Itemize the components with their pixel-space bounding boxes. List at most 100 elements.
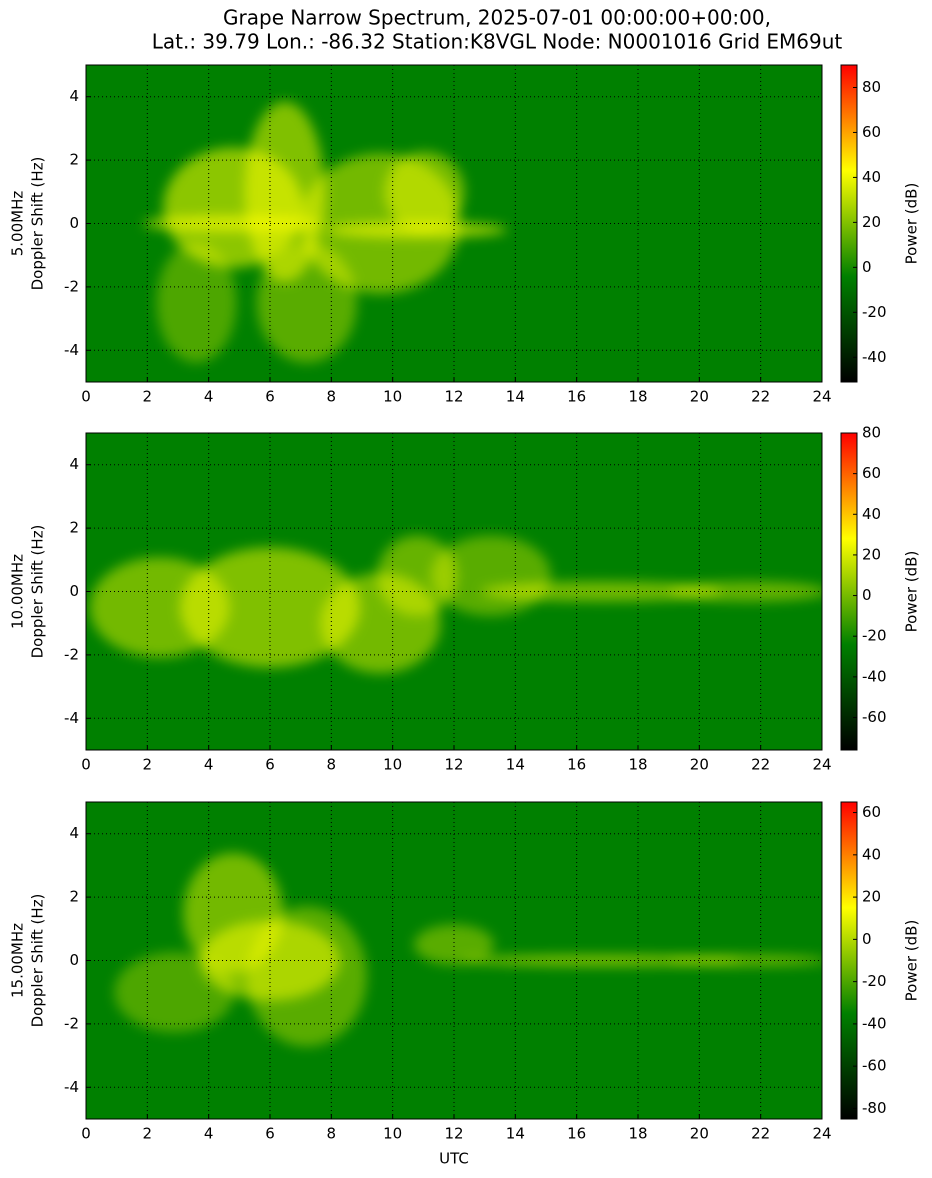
y-tick-label: 4 <box>69 455 79 473</box>
texture-blob <box>156 242 237 363</box>
colorbar-tick-label: -40 <box>862 1014 887 1032</box>
x-tick-label: 24 <box>812 388 831 406</box>
x-tick-label: 12 <box>444 756 463 774</box>
y-axis-label: Doppler Shift (Hz) <box>29 894 47 1028</box>
y-axis-label: 5.00MHz <box>9 191 27 257</box>
y-tick-label: 4 <box>69 824 79 842</box>
colorbar-tick-label: -20 <box>862 972 887 990</box>
y-tick-label: 2 <box>69 151 79 169</box>
x-tick-label: 14 <box>506 1125 525 1143</box>
y-tick-label: -2 <box>64 1014 79 1032</box>
x-tick-label: 2 <box>143 388 153 406</box>
x-tick-label: 18 <box>628 388 647 406</box>
x-tick-label: 4 <box>204 388 214 406</box>
x-tick-label: 22 <box>751 1125 770 1143</box>
colorbar-label: Power (dB) <box>903 551 921 633</box>
x-tick-label: 6 <box>265 756 275 774</box>
y-tick-label: -2 <box>64 645 79 663</box>
y-tick-label: -4 <box>64 341 79 359</box>
x-tick-label: 0 <box>81 1125 91 1143</box>
x-tick-label: 8 <box>327 388 337 406</box>
x-tick-label: 16 <box>567 388 586 406</box>
x-tick-label: 20 <box>690 756 709 774</box>
x-tick-label: 14 <box>506 388 525 406</box>
colorbar <box>840 432 858 751</box>
y-tick-label: -2 <box>64 277 79 295</box>
x-tick-label: 8 <box>327 1125 337 1143</box>
colorbar-tick-label: 0 <box>862 586 872 604</box>
texture-blob <box>384 151 465 232</box>
texture-blob <box>414 924 494 965</box>
colorbar-tick-label: -20 <box>862 303 887 321</box>
colorbar-tick-label: 0 <box>862 930 872 948</box>
texture <box>143 101 508 363</box>
x-tick-label: 20 <box>690 1125 709 1143</box>
x-tick-label: 22 <box>751 756 770 774</box>
y-tick-label: 2 <box>69 888 79 906</box>
colorbar-tick-label: -40 <box>862 667 887 685</box>
colorbar-tick-label: 60 <box>862 803 881 821</box>
colorbar-tick-label: 40 <box>862 845 881 863</box>
colorbar-label: Power (dB) <box>903 920 921 1002</box>
x-tick-label: 4 <box>204 1125 214 1143</box>
x-tick-label: 2 <box>143 756 153 774</box>
x-tick-label: 22 <box>751 388 770 406</box>
colorbar-tick-label: -60 <box>862 708 887 726</box>
y-axis-label: 10.00MHz <box>9 554 27 629</box>
x-tick-label: 24 <box>812 1125 831 1143</box>
colorbar <box>840 64 858 383</box>
y-tick-label: 4 <box>69 87 79 105</box>
y-axis-label: Doppler Shift (Hz) <box>29 525 47 659</box>
colorbar-tick-label: -20 <box>862 627 887 645</box>
colorbar-tick-label: 60 <box>862 123 881 141</box>
y-tick-label: 0 <box>69 951 79 969</box>
texture-blob <box>180 547 360 668</box>
colorbar-tick-label: 60 <box>862 464 881 482</box>
y-tick-label: 0 <box>69 214 79 232</box>
texture-blob <box>143 215 324 232</box>
x-tick-label: 10 <box>383 756 402 774</box>
colorbar-tick-label: 80 <box>862 424 881 442</box>
x-tick-label: 4 <box>204 756 214 774</box>
colorbar <box>840 801 858 1120</box>
texture-blob <box>481 581 722 602</box>
plot-area <box>86 802 822 1119</box>
x-tick-label: 24 <box>812 756 831 774</box>
x-tick-label: 18 <box>628 756 647 774</box>
colorbar-tick-label: 40 <box>862 168 881 186</box>
texture-blob <box>668 581 822 602</box>
colorbar-tick-label: 40 <box>862 505 881 523</box>
texture-blob <box>377 535 458 616</box>
x-tick-label: 16 <box>567 1125 586 1143</box>
colorbar-tick-label: 0 <box>862 258 872 276</box>
texture-blob <box>246 906 367 1047</box>
x-tick-label: 20 <box>690 388 709 406</box>
x-tick-label: 8 <box>327 756 337 774</box>
y-tick-label: 0 <box>69 582 79 600</box>
x-tick-label: 0 <box>81 388 91 406</box>
texture-blob <box>114 952 235 1033</box>
colorbar-tick-label: -60 <box>862 1057 887 1075</box>
title: Grape Narrow Spectrum, 2025-07-01 00:00:… <box>223 6 771 30</box>
x-tick-label: 12 <box>444 388 463 406</box>
x-tick-label: 16 <box>567 756 586 774</box>
y-tick-label: 2 <box>69 519 79 537</box>
y-tick-label: -4 <box>64 709 79 727</box>
x-axis-label: UTC <box>439 1150 469 1168</box>
colorbar-tick-label: -80 <box>862 1099 887 1117</box>
y-tick-label: -4 <box>64 1078 79 1096</box>
texture-blob <box>430 535 551 616</box>
x-tick-label: 6 <box>265 388 275 406</box>
x-tick-label: 14 <box>506 756 525 774</box>
x-tick-label: 12 <box>444 1125 463 1143</box>
y-axis-label: Doppler Shift (Hz) <box>29 157 47 291</box>
texture-blob <box>256 242 357 363</box>
y-axis-label: 15.00MHz <box>9 923 27 998</box>
colorbar-tick-label: -40 <box>862 348 887 366</box>
x-tick-label: 10 <box>383 388 402 406</box>
x-tick-label: 0 <box>81 756 91 774</box>
texture-blob <box>668 955 822 966</box>
texture <box>89 535 822 674</box>
